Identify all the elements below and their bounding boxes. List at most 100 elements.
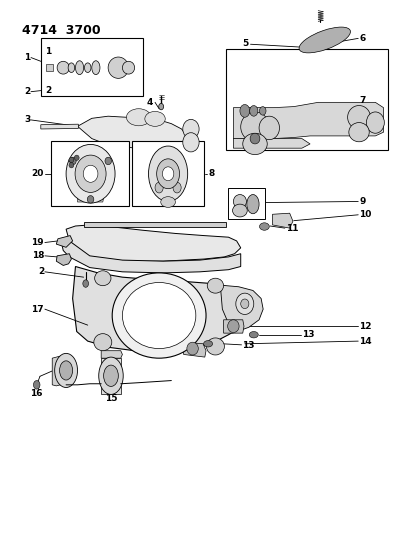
- Polygon shape: [224, 320, 244, 333]
- Text: 4714  3700: 4714 3700: [22, 24, 101, 37]
- Polygon shape: [184, 342, 206, 357]
- Ellipse shape: [66, 144, 115, 203]
- Polygon shape: [233, 102, 384, 139]
- Text: 2: 2: [38, 268, 44, 276]
- Ellipse shape: [105, 157, 111, 165]
- Ellipse shape: [75, 61, 84, 75]
- Ellipse shape: [60, 361, 73, 380]
- Text: 20: 20: [32, 169, 44, 178]
- Text: 8: 8: [209, 169, 215, 178]
- Text: 3: 3: [24, 116, 30, 124]
- Ellipse shape: [299, 27, 350, 53]
- Ellipse shape: [240, 104, 250, 117]
- Text: 1: 1: [45, 47, 51, 55]
- Ellipse shape: [236, 293, 254, 314]
- Text: 9: 9: [359, 197, 366, 206]
- Text: 12: 12: [359, 322, 372, 330]
- Polygon shape: [46, 64, 53, 71]
- Text: 2: 2: [24, 87, 30, 96]
- Ellipse shape: [348, 106, 370, 129]
- Polygon shape: [78, 195, 104, 202]
- Ellipse shape: [206, 338, 224, 355]
- Ellipse shape: [87, 196, 94, 203]
- Polygon shape: [220, 285, 263, 333]
- Ellipse shape: [84, 63, 91, 72]
- Polygon shape: [84, 222, 226, 227]
- Polygon shape: [101, 351, 122, 358]
- Ellipse shape: [69, 157, 74, 163]
- Polygon shape: [56, 254, 71, 265]
- Ellipse shape: [233, 204, 247, 217]
- Ellipse shape: [57, 61, 69, 74]
- Polygon shape: [62, 241, 241, 273]
- Ellipse shape: [70, 157, 76, 165]
- Ellipse shape: [95, 271, 111, 286]
- Text: 17: 17: [31, 305, 44, 313]
- Text: 15: 15: [105, 394, 117, 403]
- Text: 1: 1: [24, 53, 30, 62]
- Text: 16: 16: [30, 389, 42, 398]
- Text: 5: 5: [243, 39, 249, 48]
- Ellipse shape: [157, 159, 180, 189]
- Ellipse shape: [259, 116, 279, 140]
- Text: 13: 13: [302, 330, 315, 339]
- Ellipse shape: [366, 112, 384, 133]
- Bar: [226, 49, 388, 150]
- Ellipse shape: [104, 365, 118, 386]
- Ellipse shape: [83, 165, 98, 182]
- Text: 19: 19: [31, 238, 44, 247]
- Polygon shape: [52, 356, 66, 386]
- Polygon shape: [78, 116, 186, 152]
- Polygon shape: [56, 236, 73, 247]
- Ellipse shape: [159, 103, 164, 110]
- Bar: [132, 141, 204, 206]
- Ellipse shape: [122, 61, 135, 74]
- Ellipse shape: [122, 282, 196, 349]
- Ellipse shape: [250, 133, 260, 144]
- Ellipse shape: [75, 155, 106, 192]
- Text: 6: 6: [359, 34, 365, 43]
- Ellipse shape: [183, 133, 199, 152]
- Ellipse shape: [55, 353, 78, 387]
- Text: 11: 11: [286, 224, 298, 233]
- Ellipse shape: [233, 195, 246, 208]
- Ellipse shape: [207, 278, 224, 293]
- Ellipse shape: [162, 167, 174, 181]
- Text: 7: 7: [359, 96, 366, 104]
- Polygon shape: [233, 139, 310, 148]
- Ellipse shape: [259, 223, 269, 230]
- Ellipse shape: [149, 146, 188, 201]
- Ellipse shape: [94, 334, 112, 351]
- Ellipse shape: [112, 273, 206, 358]
- Ellipse shape: [259, 107, 266, 115]
- Ellipse shape: [69, 163, 74, 168]
- Ellipse shape: [249, 332, 258, 338]
- Ellipse shape: [83, 280, 89, 287]
- Ellipse shape: [349, 123, 369, 142]
- Ellipse shape: [126, 109, 151, 126]
- Ellipse shape: [243, 133, 267, 155]
- Ellipse shape: [99, 357, 123, 394]
- Ellipse shape: [33, 381, 40, 389]
- Bar: [228, 188, 265, 219]
- Ellipse shape: [74, 155, 79, 160]
- Text: 14: 14: [359, 337, 372, 345]
- Ellipse shape: [187, 342, 198, 355]
- Ellipse shape: [250, 106, 258, 116]
- Text: 2: 2: [45, 86, 51, 95]
- Ellipse shape: [241, 112, 269, 142]
- Bar: [51, 141, 129, 206]
- Ellipse shape: [241, 299, 249, 309]
- Text: 13: 13: [242, 341, 255, 350]
- Polygon shape: [73, 266, 253, 352]
- Ellipse shape: [145, 111, 165, 126]
- Ellipse shape: [228, 320, 239, 333]
- Polygon shape: [273, 213, 293, 228]
- Ellipse shape: [183, 119, 199, 139]
- Ellipse shape: [155, 182, 163, 193]
- Ellipse shape: [68, 63, 75, 72]
- Text: 4: 4: [147, 98, 153, 107]
- Polygon shape: [41, 124, 78, 129]
- Text: 18: 18: [31, 252, 44, 260]
- Ellipse shape: [108, 57, 129, 78]
